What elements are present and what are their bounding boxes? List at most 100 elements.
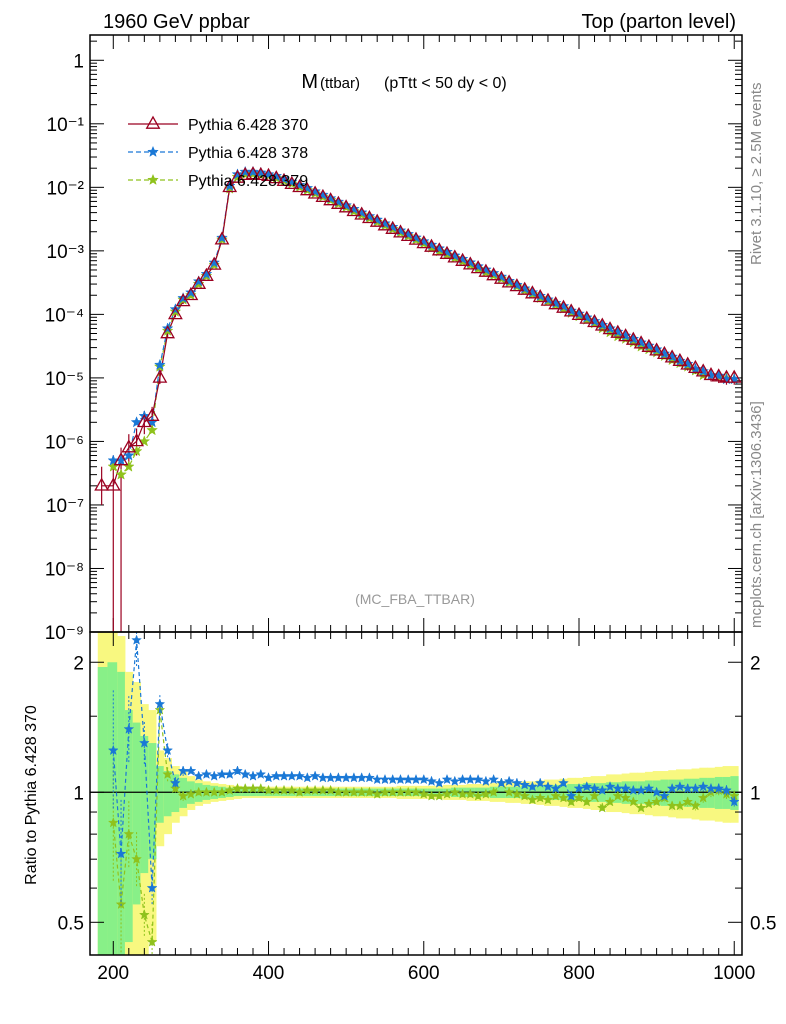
series-370-marker: [462, 256, 478, 270]
ratio-series-378-marker: [247, 770, 259, 781]
ratio-series-378-marker: [301, 772, 313, 783]
legend-label: Pythia 6.428 379: [188, 173, 308, 190]
series-370-marker: [315, 188, 331, 203]
series-370-marker: [268, 170, 284, 184]
series-370-marker: [105, 477, 121, 491]
x-tick-label: 200: [97, 963, 129, 984]
ratio-series-378-marker: [519, 779, 531, 790]
ratio-series-378-marker: [674, 780, 686, 792]
ratio-series-379-marker: [216, 786, 228, 797]
series-370-marker: [253, 166, 269, 181]
series-370-marker: [563, 303, 579, 317]
series-370-line: [101, 173, 735, 487]
series-378-marker: [231, 168, 244, 180]
ratio-series-378-marker: [426, 775, 437, 786]
ratio-series-378-marker: [154, 698, 166, 709]
series-370-marker: [680, 356, 696, 370]
series-370-marker: [284, 175, 300, 190]
ratio-series-379-marker: [441, 788, 453, 799]
legend-marker: [145, 115, 161, 129]
series-370-marker: [408, 231, 424, 245]
series-378-marker: [161, 322, 174, 334]
series-370-marker: [571, 306, 587, 321]
series-378-marker: [169, 303, 182, 315]
ratio-series-379-marker: [464, 788, 476, 799]
series-370-marker: [579, 310, 595, 324]
ratio-series-378-marker: [713, 782, 725, 794]
ratio-series-378-marker: [558, 777, 569, 788]
x-tick-label: 600: [408, 963, 440, 984]
series-370-marker: [424, 238, 439, 252]
series-379-marker: [130, 445, 143, 457]
series-370-marker: [400, 227, 416, 242]
ratio-series-379-marker: [651, 796, 663, 807]
ratio-series-379-marker: [604, 796, 616, 807]
series-370-marker: [369, 213, 385, 227]
series-370-marker: [711, 368, 727, 382]
ratio-series-378-marker: [511, 777, 523, 788]
ratio-series-379-marker: [255, 782, 267, 794]
series-370-marker: [625, 331, 641, 345]
series-379-marker: [138, 435, 151, 447]
series-378-marker: [697, 365, 710, 377]
ratio-series-379-marker: [643, 798, 655, 809]
series-378-marker: [122, 449, 135, 461]
y-tick-label: 10⁻⁷: [46, 496, 84, 517]
ratio-series-379-marker: [131, 853, 142, 864]
ratio-series-378-marker: [449, 775, 461, 786]
ratio-series-378-line: [112, 640, 735, 889]
series-370-marker: [649, 342, 665, 356]
ratio-series-378-marker: [690, 782, 701, 794]
series-370-marker: [183, 286, 199, 301]
side-label-mcplots: mcplots.cern.ch [arXiv:1306.3436]: [748, 401, 765, 628]
y-tick-label: 10⁻³: [47, 242, 85, 263]
ratio-series-379-marker: [138, 909, 150, 920]
band-green-bin: [155, 766, 165, 823]
ratio-series-378-marker: [433, 777, 445, 788]
ratio-series-378-marker: [255, 768, 267, 779]
series-370-marker: [222, 178, 238, 193]
y-tick-label: 10⁻⁶: [45, 432, 84, 453]
series-370-marker: [664, 349, 680, 363]
series-378-marker: [674, 354, 686, 366]
ratio-series-379-marker: [418, 788, 430, 799]
ratio-series-378-marker: [131, 634, 142, 645]
series-370-marker: [299, 182, 315, 196]
y-tick-label: 1: [73, 51, 84, 72]
ratio-series-379-marker: [169, 782, 181, 794]
ratio-series-379-marker: [371, 788, 383, 799]
ratio-series-378-marker: [185, 765, 197, 776]
ratio-series-378-marker: [309, 770, 321, 781]
ratio-series-378-marker: [573, 782, 585, 794]
series-370-marker: [416, 235, 432, 249]
ratio-series-379-marker: [488, 786, 500, 797]
series-370-marker: [214, 231, 230, 245]
series-370-marker: [276, 172, 292, 187]
ratio-series-379-marker: [224, 784, 236, 796]
legend-marker: [147, 145, 159, 157]
series-378-marker: [216, 231, 228, 243]
ratio-y-tick-label: 1: [73, 783, 84, 804]
ratio-series-378-marker: [721, 784, 732, 796]
ratio-series-378-marker: [232, 765, 243, 776]
series-370-marker: [556, 299, 571, 313]
series-378-marker: [208, 256, 221, 268]
ratio-series-378-marker: [550, 782, 562, 794]
ratio-series-378-marker: [115, 848, 127, 859]
y-tick-label: 10⁻⁸: [45, 559, 84, 580]
ratio-series-379-marker: [472, 790, 484, 801]
ratio-series-379-line: [112, 710, 735, 943]
series-370-marker: [385, 220, 401, 234]
ratio-series-379-marker: [589, 790, 600, 801]
series-370-marker: [292, 178, 308, 193]
ratio-series-379-marker: [596, 802, 608, 813]
series-379-line: [112, 173, 735, 476]
ratio-series-378-marker: [263, 772, 274, 783]
band-green-bin: [699, 777, 708, 808]
series-370-marker: [323, 192, 339, 206]
ratio-series-378-marker: [208, 770, 220, 781]
series-378-line: [113, 171, 735, 462]
legend: Pythia 6.428 370 Pythia 6.428 378 Pythia 6…: [128, 115, 308, 190]
y-tick-label: 10⁻²: [47, 178, 85, 199]
